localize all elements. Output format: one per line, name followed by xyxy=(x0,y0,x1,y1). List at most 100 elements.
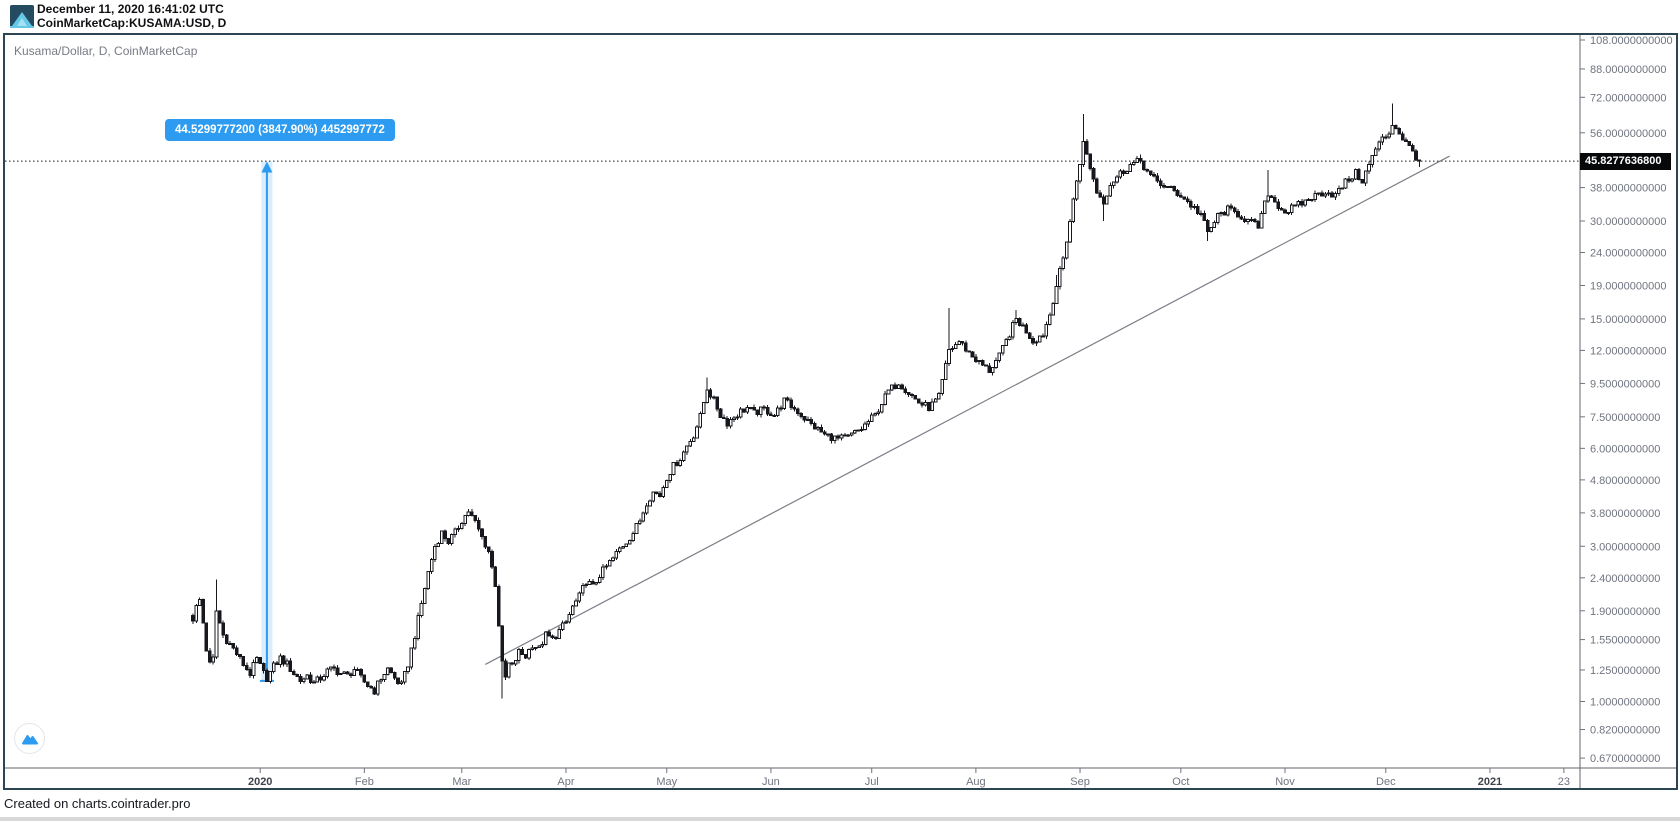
candle-body xyxy=(668,474,672,481)
candle-body xyxy=(285,660,289,665)
candle-body xyxy=(221,622,226,636)
candle-body xyxy=(765,407,770,415)
candle-body xyxy=(355,668,360,671)
candle-body xyxy=(863,423,867,430)
candle-body xyxy=(1024,324,1029,334)
candle-body xyxy=(1306,199,1311,202)
candle-body xyxy=(493,566,498,587)
candle-body xyxy=(880,404,884,413)
measure-arrow-head[interactable] xyxy=(261,161,273,173)
candle-body xyxy=(1064,241,1069,259)
candle-body xyxy=(725,418,730,427)
candle-body xyxy=(1380,136,1385,143)
candle-body xyxy=(315,676,320,683)
candle-body xyxy=(201,599,205,624)
candle-body xyxy=(695,426,699,439)
candle-body xyxy=(664,479,669,488)
candle-body xyxy=(916,398,921,404)
candle-body xyxy=(832,435,837,442)
candle-body xyxy=(1283,209,1287,214)
candle-body xyxy=(950,347,955,351)
candle-body xyxy=(715,396,719,410)
time-axis-label: Jun xyxy=(762,776,780,788)
candle-body xyxy=(577,592,582,602)
time-axis-label: Jul xyxy=(865,776,879,788)
price-axis-label: 1.5500000000 xyxy=(1590,635,1660,647)
price-axis-label: 108.0000000000 xyxy=(1590,35,1673,47)
trendline[interactable] xyxy=(485,155,1450,665)
candles-layer xyxy=(191,103,1422,699)
candle-body xyxy=(1252,219,1257,222)
measure-tool-label[interactable]: 44.5299777200 (3847.90%) 4452997772 xyxy=(165,119,395,141)
candle-body xyxy=(1132,162,1136,166)
candle-body xyxy=(1353,169,1358,180)
candle-body xyxy=(271,662,276,672)
candle-body xyxy=(1313,192,1318,201)
candle-body xyxy=(1343,178,1348,189)
candle-body xyxy=(288,660,293,672)
candle-body xyxy=(980,359,985,366)
candle-body xyxy=(1121,170,1126,174)
candle-body xyxy=(544,631,548,645)
candle-body xyxy=(1296,201,1301,206)
chart-canvas[interactable]: 108.0000000000 88.0000000000 72.0000000000… xyxy=(5,35,1676,788)
candle-body xyxy=(204,622,209,652)
candle-body xyxy=(1165,185,1170,188)
candle-body xyxy=(1249,218,1254,221)
candle-body xyxy=(994,360,998,369)
chart-legend[interactable]: Kusama/Dollar, D, CoinMarketCap xyxy=(14,44,198,58)
candle-body xyxy=(681,451,686,461)
price-axis-label: 0.6700000000 xyxy=(1590,753,1660,765)
candle-body xyxy=(883,393,887,406)
candle-body xyxy=(769,413,773,417)
candle-body xyxy=(1377,141,1381,150)
candle-body xyxy=(923,402,928,406)
candle-body xyxy=(839,434,844,439)
candle-body xyxy=(1414,150,1418,161)
candle-body xyxy=(429,559,434,572)
candle-body xyxy=(1054,286,1059,305)
candle-body xyxy=(1350,178,1355,182)
candle-body xyxy=(748,406,753,409)
candle-body xyxy=(1326,192,1331,195)
time-axis-label: Oct xyxy=(1172,776,1189,788)
candle-body xyxy=(308,674,313,683)
candle-body xyxy=(661,486,666,498)
candle-body xyxy=(372,687,377,695)
price-axis-label: 1.9000000000 xyxy=(1590,606,1660,618)
candle-body xyxy=(530,647,535,650)
time-axis-label: 2020 xyxy=(248,776,272,788)
candle-body xyxy=(1384,136,1388,139)
candle-body xyxy=(792,406,797,410)
candle-body xyxy=(1400,133,1405,141)
candle-body xyxy=(1310,199,1314,202)
candle-body xyxy=(802,415,807,421)
candle-body xyxy=(439,530,444,544)
candle-body xyxy=(1387,133,1391,138)
candle-body xyxy=(406,666,410,672)
candle-body xyxy=(231,642,236,649)
candle-body xyxy=(503,660,508,678)
candle-body xyxy=(641,512,646,522)
price-axis-label: 1.2500000000 xyxy=(1590,665,1660,677)
candle-body xyxy=(910,394,914,397)
candle-body xyxy=(386,667,390,676)
candle-body xyxy=(527,648,531,659)
candle-body xyxy=(738,408,743,418)
candle-body xyxy=(473,514,478,521)
candle-body xyxy=(584,583,588,587)
candle-body xyxy=(927,402,931,412)
candle-body xyxy=(460,523,464,529)
candle-body xyxy=(1407,141,1412,146)
candle-body xyxy=(191,615,195,622)
candle-body xyxy=(779,407,783,410)
candle-body xyxy=(261,662,266,672)
candle-body xyxy=(1410,144,1415,152)
candle-body xyxy=(507,662,511,678)
candle-body xyxy=(631,533,635,541)
candle-body xyxy=(396,677,400,684)
candle-body xyxy=(567,613,572,623)
candle-body xyxy=(345,671,350,675)
candle-body xyxy=(1108,185,1113,197)
